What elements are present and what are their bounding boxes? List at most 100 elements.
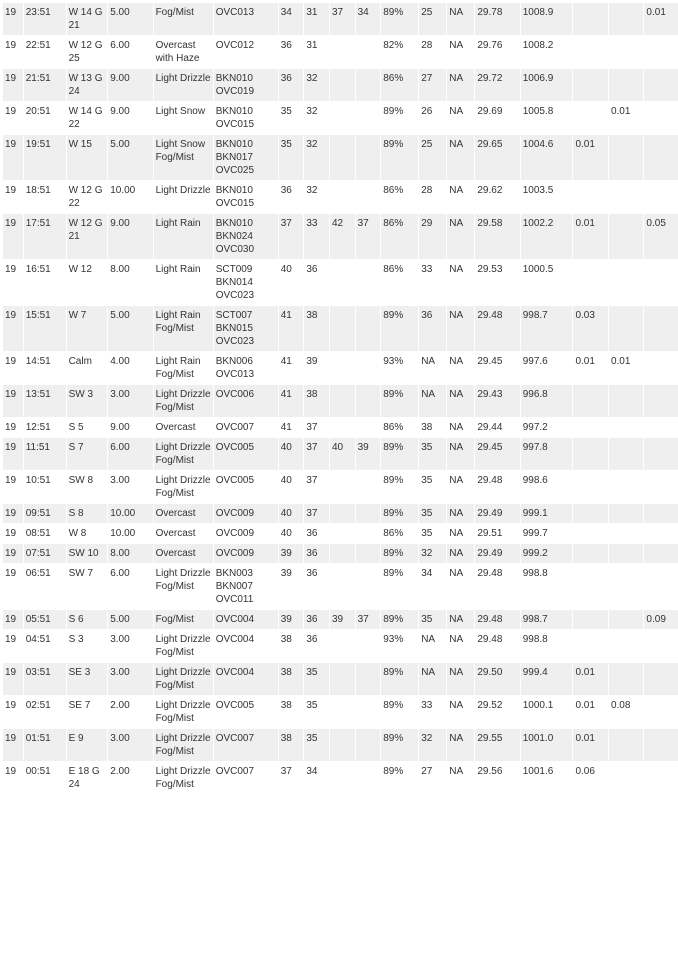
temp: 34 (279, 3, 304, 35)
windchill: 28 (419, 36, 446, 68)
pressure: 996.8 (521, 385, 573, 417)
sky: BKN003 BKN007 OVC011 (214, 564, 278, 609)
temp: 36 (279, 181, 304, 213)
pressure: 997.8 (521, 438, 573, 470)
day: 19 (3, 610, 23, 629)
temp-6hr-min (356, 36, 381, 68)
precip-1hr (573, 36, 607, 68)
temp: 38 (279, 663, 304, 695)
temp-6hr-max (330, 306, 355, 351)
dewpoint: 39 (304, 352, 329, 384)
precip-3hr (609, 564, 643, 609)
sky: OVC006 (214, 385, 278, 417)
temp-6hr-min (356, 260, 381, 305)
sky: OVC007 (214, 418, 278, 437)
precip-6hr (644, 135, 678, 180)
windchill: NA (419, 663, 446, 695)
day: 19 (3, 135, 23, 180)
precip-6hr: 0.05 (644, 214, 678, 259)
humidity: 86% (381, 214, 418, 259)
temp-6hr-min (356, 544, 381, 563)
visibility: 10.00 (108, 524, 152, 543)
sky: OVC005 (214, 438, 278, 470)
time: 15:51 (24, 306, 66, 351)
day: 19 (3, 504, 23, 523)
precip-1hr: 0.01 (573, 729, 607, 761)
table-row: 1916:51W 128.00Light RainSCT009 BKN014 O… (3, 260, 678, 305)
humidity: 89% (381, 438, 418, 470)
temp-6hr-min (356, 385, 381, 417)
day: 19 (3, 418, 23, 437)
temp: 38 (279, 696, 304, 728)
heatindex: NA (447, 762, 474, 794)
dewpoint: 38 (304, 306, 329, 351)
humidity: 89% (381, 504, 418, 523)
precip-3hr: 0.08 (609, 696, 643, 728)
day: 19 (3, 762, 23, 794)
temp-6hr-max (330, 544, 355, 563)
pressure: 1000.5 (521, 260, 573, 305)
temp: 39 (279, 564, 304, 609)
weather: Light Drizzle (154, 69, 213, 101)
sky: OVC009 (214, 524, 278, 543)
temp-6hr-max (330, 762, 355, 794)
precip-6hr (644, 102, 678, 134)
heatindex: NA (447, 181, 474, 213)
visibility: 6.00 (108, 438, 152, 470)
table-row: 1920:51W 14 G 229.00Light SnowBKN010 OVC… (3, 102, 678, 134)
table-row: 1905:51S 65.00Fog/MistOVC0043936393789%3… (3, 610, 678, 629)
time: 16:51 (24, 260, 66, 305)
visibility: 2.00 (108, 762, 152, 794)
temp-6hr-min (356, 102, 381, 134)
temp-6hr-max: 40 (330, 438, 355, 470)
humidity: 89% (381, 471, 418, 503)
weather: Light Rain Fog/Mist (154, 352, 213, 384)
table-row: 1923:51W 14 G 215.00Fog/MistOVC013343137… (3, 3, 678, 35)
humidity: 86% (381, 524, 418, 543)
temp-6hr-min (356, 135, 381, 180)
temp-6hr-max (330, 36, 355, 68)
windchill: 32 (419, 729, 446, 761)
temp: 40 (279, 504, 304, 523)
wind: Calm (67, 352, 108, 384)
visibility: 6.00 (108, 36, 152, 68)
precip-6hr (644, 564, 678, 609)
temp-6hr-min (356, 630, 381, 662)
heatindex: NA (447, 504, 474, 523)
humidity: 82% (381, 36, 418, 68)
precip-6hr (644, 36, 678, 68)
dewpoint: 31 (304, 36, 329, 68)
day: 19 (3, 696, 23, 728)
wind: S 5 (67, 418, 108, 437)
altimeter: 29.45 (475, 438, 519, 470)
weather: Light Snow Fog/Mist (154, 135, 213, 180)
temp: 37 (279, 762, 304, 794)
altimeter: 29.65 (475, 135, 519, 180)
wind: W 14 G 22 (67, 102, 108, 134)
heatindex: NA (447, 544, 474, 563)
precip-6hr (644, 418, 678, 437)
time: 04:51 (24, 630, 66, 662)
altimeter: 29.43 (475, 385, 519, 417)
time: 07:51 (24, 544, 66, 563)
pressure: 999.2 (521, 544, 573, 563)
altimeter: 29.51 (475, 524, 519, 543)
sky: BKN006 OVC013 (214, 352, 278, 384)
temp-6hr-max (330, 69, 355, 101)
humidity: 89% (381, 729, 418, 761)
time: 20:51 (24, 102, 66, 134)
dewpoint: 36 (304, 564, 329, 609)
precip-6hr (644, 696, 678, 728)
windchill: 35 (419, 610, 446, 629)
precip-1hr: 0.01 (573, 696, 607, 728)
time: 09:51 (24, 504, 66, 523)
windchill: 26 (419, 102, 446, 134)
visibility: 5.00 (108, 306, 152, 351)
pressure: 1001.6 (521, 762, 573, 794)
dewpoint: 37 (304, 504, 329, 523)
precip-3hr (609, 181, 643, 213)
time: 12:51 (24, 418, 66, 437)
dewpoint: 37 (304, 471, 329, 503)
precip-6hr (644, 663, 678, 695)
heatindex: NA (447, 524, 474, 543)
